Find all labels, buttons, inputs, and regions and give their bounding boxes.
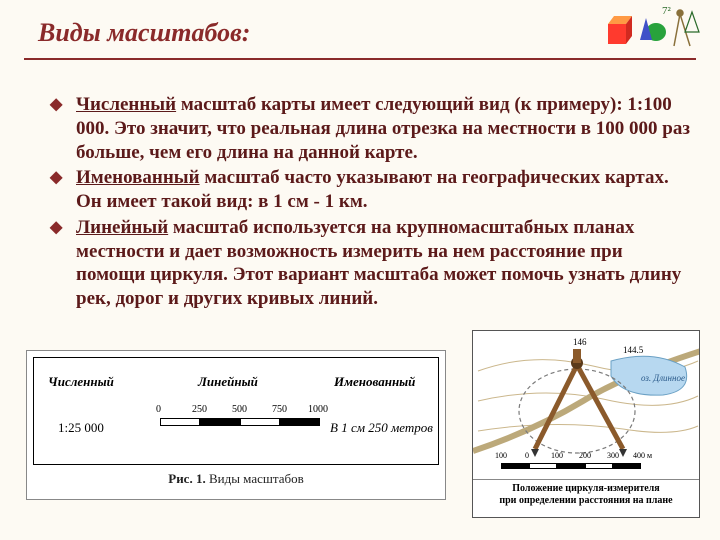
title-underline xyxy=(24,58,696,60)
list-item: Именованный масштаб часто указывают на г… xyxy=(70,166,690,214)
map-area: оз. Длинное 146 144.5 100 0 100 200 xyxy=(473,331,699,479)
scale-seg xyxy=(501,463,529,469)
list-item: Линейный масштаб используется на крупном… xyxy=(70,216,690,311)
scale-seg xyxy=(200,418,240,426)
triangle-icon xyxy=(685,12,699,32)
keyword: Численный xyxy=(76,94,176,115)
tick: 250 xyxy=(192,404,207,415)
page-title: Виды масштабов: xyxy=(38,18,250,48)
scale-seg xyxy=(529,463,557,469)
scale-seg xyxy=(557,463,585,469)
list-item: Численный масштаб карты имеет следующий … xyxy=(70,93,690,164)
bullet-list: Численный масштаб карты имеет следующий … xyxy=(30,93,690,313)
tick: 300 xyxy=(607,451,619,460)
tick: 500 xyxy=(232,404,247,415)
label-named: Именованный xyxy=(334,374,415,390)
svg-text:7²: 7² xyxy=(662,5,672,17)
scale-seg xyxy=(160,418,200,426)
figure-compass-on-map: оз. Длинное 146 144.5 100 0 100 200 xyxy=(472,330,700,518)
tick: 0 xyxy=(156,404,161,415)
keyword: Именованный xyxy=(76,167,200,188)
scale-seg xyxy=(240,418,280,426)
tick: 100 xyxy=(495,451,507,460)
numeric-value: 1:25 000 xyxy=(58,420,104,436)
math-label-icon: 7² xyxy=(662,5,672,17)
cube-icon xyxy=(608,16,632,44)
linear-scalebar: 0 250 500 750 1000 м xyxy=(160,418,320,428)
map-scalebar: 100 0 100 200 300 400 м xyxy=(501,453,671,475)
named-value: В 1 см 250 метров xyxy=(330,420,433,436)
compass-icon xyxy=(674,10,690,46)
tick: 1000 м xyxy=(308,404,328,426)
tick: 400 м xyxy=(633,451,652,460)
height-label: 144.5 xyxy=(623,345,644,355)
figure-caption: Рис. 1. Виды масштабов xyxy=(27,471,445,487)
keyword: Линейный xyxy=(76,217,168,238)
figure-inner: Численный Линейный Именованный 1:25 000 … xyxy=(33,357,439,465)
caption-text: Виды масштабов xyxy=(209,471,304,486)
tick: 750 xyxy=(272,404,287,415)
height-label: 146 xyxy=(573,337,587,347)
scale-seg xyxy=(613,463,641,469)
label-linear: Линейный xyxy=(198,374,258,390)
caption-prefix: Рис. 1. xyxy=(168,471,209,486)
tick: 100 xyxy=(551,451,563,460)
lake-label: оз. Длинное xyxy=(641,373,685,383)
scale-seg xyxy=(585,463,613,469)
tick: 200 xyxy=(579,451,591,460)
tick: 0 xyxy=(525,451,529,460)
corner-art-icon: 7² xyxy=(600,4,700,52)
label-numeric: Численный xyxy=(48,374,114,390)
figure-caption: Положение циркуля-измерителяпри определе… xyxy=(473,479,699,509)
figure-scale-types: Численный Линейный Именованный 1:25 000 … xyxy=(26,350,446,500)
